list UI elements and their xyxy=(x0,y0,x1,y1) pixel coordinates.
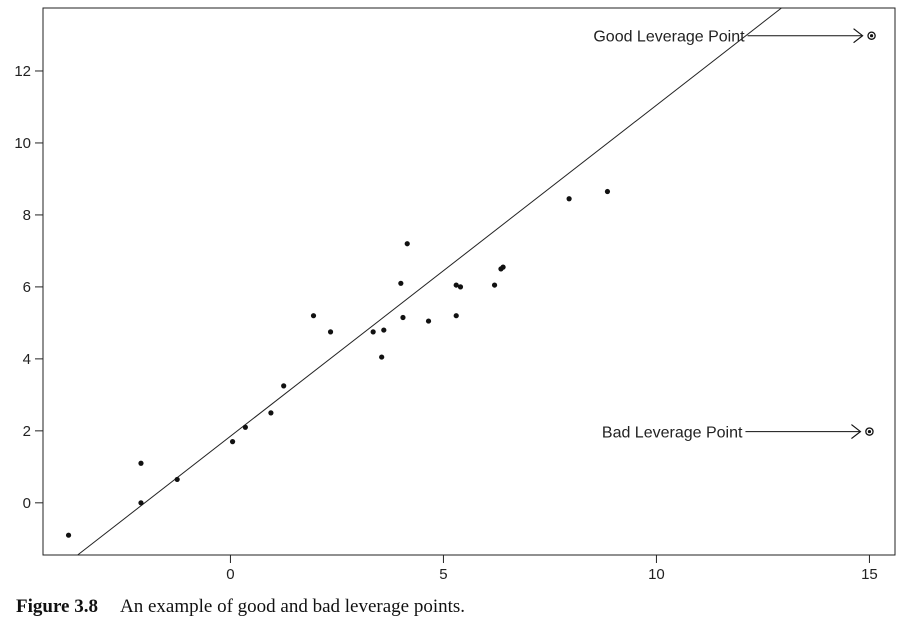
data-point xyxy=(229,439,236,445)
good-leverage-point-center xyxy=(869,34,874,38)
y-tick-label: 0 xyxy=(23,495,31,512)
y-tick-label: 12 xyxy=(14,63,31,80)
data-point xyxy=(242,424,248,430)
good-leverage-arrow-head xyxy=(853,28,864,44)
figure-number: Figure 3.8 xyxy=(16,596,98,617)
data-point xyxy=(370,329,376,335)
data-points xyxy=(65,188,611,538)
data-point xyxy=(174,476,180,483)
y-tick-label: 8 xyxy=(23,207,31,224)
bad-leverage-point-center xyxy=(867,429,872,434)
data-point xyxy=(138,500,144,506)
leverage-annotations: Good Leverage Point Bad Leverage Point xyxy=(593,28,876,442)
data-point xyxy=(566,196,572,202)
bad-leverage-label: Bad Leverage Point xyxy=(602,425,743,442)
good-leverage-label: Good Leverage Point xyxy=(593,29,745,46)
x-tick-label: 0 xyxy=(226,566,234,583)
data-point xyxy=(604,188,611,195)
data-point xyxy=(65,532,72,538)
x-tick-label: 10 xyxy=(648,566,665,583)
data-point xyxy=(491,282,498,288)
scatter-chart: 0 5 10 15 0 2 4 6 8 10 12 Good Leverage Point Bad L… xyxy=(14,7,896,583)
data-point xyxy=(310,313,317,319)
data-point xyxy=(400,314,406,321)
y-tick-label: 2 xyxy=(23,423,31,440)
x-tick-label: 5 xyxy=(439,566,447,583)
x-tick-label: 15 xyxy=(861,566,878,583)
data-point xyxy=(281,383,287,389)
data-point xyxy=(398,280,404,286)
data-point xyxy=(453,313,459,319)
data-point xyxy=(453,282,459,288)
regression-line xyxy=(77,7,782,556)
data-point xyxy=(500,264,506,270)
data-point xyxy=(425,318,432,324)
data-point xyxy=(404,241,410,247)
fit-line xyxy=(77,7,782,556)
y-tick-label: 6 xyxy=(23,279,31,296)
caption-text: An example of good and bad leverage poin… xyxy=(119,596,466,617)
figure-caption: Figure 3.8 An example of good and bad lev… xyxy=(16,596,465,618)
good-leverage-point xyxy=(867,31,876,40)
axis-ticks: 0 5 10 15 0 2 4 6 8 10 12 xyxy=(14,63,877,583)
data-point xyxy=(268,410,274,416)
data-point xyxy=(379,354,385,360)
y-tick-label: 4 xyxy=(23,351,31,368)
plot-frame xyxy=(42,7,896,556)
plot-border xyxy=(42,7,896,556)
y-tick-label: 10 xyxy=(14,135,31,152)
bad-leverage-point xyxy=(865,427,874,436)
bad-leverage-arrow-head xyxy=(851,424,862,440)
data-point xyxy=(457,284,464,290)
data-point xyxy=(381,327,387,333)
data-point xyxy=(138,460,144,466)
data-point xyxy=(327,329,334,335)
